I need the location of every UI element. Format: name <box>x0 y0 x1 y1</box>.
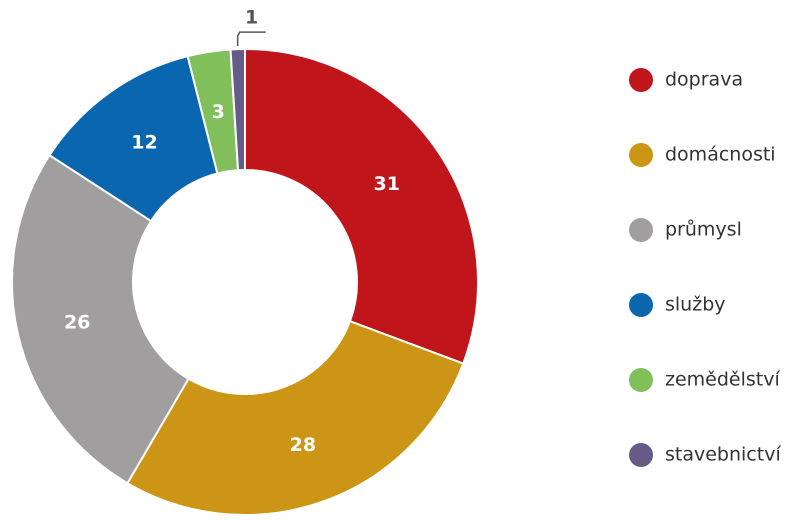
legend-marker <box>629 368 653 392</box>
legend-label: služby <box>665 294 726 316</box>
donut-segment <box>229 47 246 172</box>
donut-segment <box>126 319 465 516</box>
donut-segment <box>11 153 190 485</box>
data-label: 26 <box>64 311 90 333</box>
data-label: 28 <box>290 434 316 456</box>
legend-marker <box>629 143 653 167</box>
legend-marker <box>629 218 653 242</box>
donut-segment <box>244 47 479 365</box>
data-label: 3 <box>212 101 225 123</box>
data-label: 31 <box>374 173 400 195</box>
legend-marker <box>629 293 653 317</box>
legend-label: zemědělství <box>665 369 780 391</box>
legend-label: doprava <box>665 69 743 91</box>
data-label: 1 <box>245 7 258 29</box>
legend-label: domácnosti <box>665 144 776 166</box>
data-label: 12 <box>131 131 157 153</box>
legend-label: průmysl <box>665 219 742 241</box>
leader-line <box>236 31 266 47</box>
legend-marker <box>629 443 653 467</box>
legend-label: stavebnictví <box>665 444 781 466</box>
legend-marker <box>629 68 653 92</box>
